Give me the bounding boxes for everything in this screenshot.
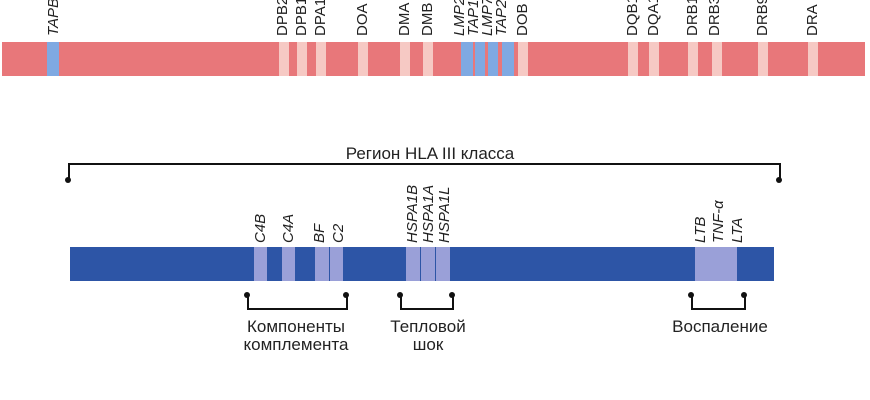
heatshock-bracket-right-tick [452,295,454,309]
gene-band-lmp2 [461,42,473,76]
gene-band-dqa1 [649,42,659,76]
heatshock-bracket-left-tick [400,295,402,309]
class3-bracket-right-tick [779,163,781,180]
gene-label-tap2: TAP2 [493,0,510,36]
gene-label-dra: DRA [804,4,821,36]
gene-label-c2: C2 [330,223,347,243]
gene-band-lmp7 [488,42,498,76]
gene-band-ltb-tnf-lta [695,247,737,281]
inflammation-bracket [691,308,746,310]
gene-label-drb1: DRB1 [684,0,701,36]
class3-region-bracket [68,163,780,165]
gene-label-dpb2: DPB2 [274,0,291,36]
class3-bracket-right-dot [776,177,782,183]
complement-bracket [247,308,348,310]
gene-label-dmb: DMB [419,2,436,36]
inflammation-bracket-left-tick [691,295,693,309]
gene-label-c4b: C4B [252,213,269,243]
gene-band-c4b [254,247,267,281]
gene-band-hspa1l [436,247,450,281]
gene-label-drb9: DRB9 [754,0,771,36]
class3-bracket-left-dot [65,177,71,183]
heatshock-group-label-line1: Тепловой [390,317,466,336]
gene-label-hspa1b: HSPA1B [404,184,421,243]
gene-label-ltb: LTB [692,216,709,243]
gene-band-tap1 [475,42,485,76]
gene-band-hspa1b [406,247,420,281]
inflammation-bracket-right-tick [744,295,746,309]
gene-band-c4a [282,247,295,281]
gene-label-tapbp: TAPBP [45,0,62,36]
gene-label-drb3: DRB3 [706,0,723,36]
gene-label-dpa1: DPA1 [312,0,329,36]
gene-label-dpb1: DPB1 [293,0,310,36]
gene-label-dob: DOB [514,3,531,36]
complement-bracket-right-tick [346,295,348,309]
heatshock-bracket [400,308,454,310]
gene-band-dmb [423,42,433,76]
gene-band-drb1 [688,42,698,76]
gene-band-tap2 [502,42,514,76]
gene-band-hspa1a [421,247,435,281]
gene-band-drb9 [758,42,768,76]
complement-group-label-line2: комплемента [243,335,349,354]
complement-bracket-left-tick [247,295,249,309]
gene-band-doa [358,42,368,76]
gene-band-drb3 [712,42,722,76]
class3-region-bar [70,247,774,281]
gene-label-c4a: C4A [280,213,297,243]
gene-label-hspa1a: HSPA1A [420,184,437,243]
gene-label-doa: DOA [354,3,371,36]
gene-band-dpb2 [279,42,289,76]
heatshock-group-label-line2: шок [412,335,444,354]
class2-region-bar [2,42,865,76]
gene-band-bf [315,247,329,281]
gene-label-bf: BF [311,223,328,243]
gene-band-dpa1 [316,42,326,76]
gene-label-dqb1: DQB1 [624,0,641,36]
gene-band-dob [518,42,528,76]
gene-band-dma [400,42,410,76]
inflammation-group-label: Воспаление [672,317,768,336]
gene-band-dra [808,42,818,76]
gene-band-tapbp [47,42,59,76]
gene-label-hspa1l: HSPA1L [436,186,453,243]
gene-label-tnf-alpha: TNF-α [710,200,727,243]
complement-group-label-line1: Компоненты [247,317,345,336]
gene-label-lta: LTA [729,217,746,243]
class3-bracket-left-tick [68,163,70,180]
gene-band-dpb1 [297,42,307,76]
gene-band-c2 [330,247,343,281]
gene-label-dqa1: DQA1 [645,0,662,36]
gene-band-dqb1 [628,42,638,76]
gene-label-dma: DMA [396,2,413,36]
class3-region-title: Регион HLA III класса [345,144,515,163]
